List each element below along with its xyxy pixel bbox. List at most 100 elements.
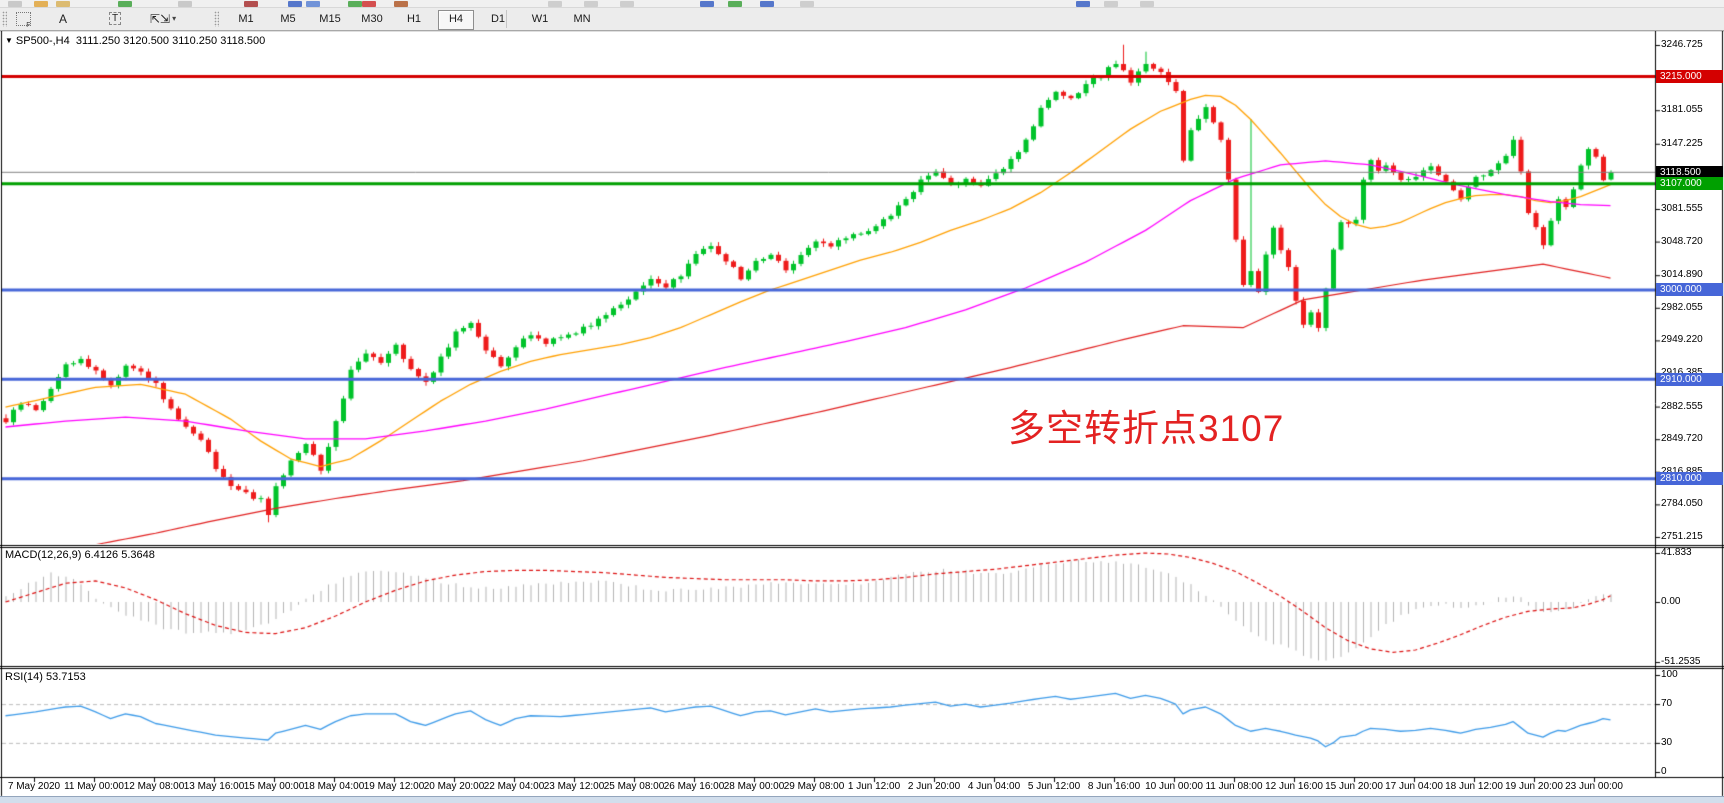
date-label: 11 Jun 08:00	[1205, 781, 1263, 792]
macd-header: MACD(12,26,9) 6.4126 5.3648	[5, 549, 155, 561]
macd-value-signal: 5.3648	[121, 549, 155, 561]
price-tick: 3014.890	[1661, 269, 1703, 281]
price-tick: 2882.555	[1661, 400, 1703, 412]
date-label: 19 Jun 20:00	[1505, 781, 1563, 792]
timeframe-button-mn[interactable]: MN	[573, 13, 591, 25]
grid-f-icon[interactable]: F	[12, 9, 34, 29]
clipped-icon	[1076, 1, 1090, 7]
date-label: 17 Jun 04:00	[1385, 781, 1443, 792]
date-label: 8 Jun 16:00	[1087, 781, 1141, 792]
price-tick: 2849.720	[1661, 433, 1703, 445]
macd-tick: -51.2535	[1661, 656, 1701, 668]
macd-value-main: 6.4126	[84, 549, 119, 561]
date-label: 2 Jun 20:00	[907, 781, 961, 792]
clipped-toolbar-row	[0, 0, 1724, 8]
text-tool-icon[interactable]: T	[104, 9, 126, 28]
chart-dropdown-icon[interactable]: ▼	[5, 36, 13, 45]
price-tick: 3246.725	[1661, 39, 1703, 50]
price-tick: 3147.225	[1661, 137, 1703, 149]
price-tick: 3048.720	[1661, 235, 1703, 247]
ohlc-values: 3111.250 3120.500 3110.250 3118.500	[75, 35, 266, 47]
date-label: 18 Jun 12:00	[1445, 781, 1503, 792]
macd-tick: 0.00	[1661, 596, 1681, 607]
clipped-icon	[8, 1, 22, 7]
date-label: 12 May 08:00	[123, 781, 185, 792]
timeframe-button-m15[interactable]: M15	[319, 13, 341, 25]
clipped-icon	[548, 1, 562, 7]
price-tick: 3181.055	[1661, 104, 1703, 116]
rsi-tick: 30	[1661, 736, 1673, 748]
rsi-label: RSI(14)	[5, 671, 43, 683]
clipped-icon	[56, 1, 70, 7]
price-tick: 2784.050	[1661, 498, 1703, 510]
clipped-icon	[118, 1, 132, 7]
toolbar-drag-handle[interactable]	[2, 11, 7, 27]
clipped-icon	[306, 1, 320, 7]
timeframe-button-m1[interactable]: M1	[238, 13, 254, 25]
arrows-glyph: ⇱⇲	[150, 11, 171, 26]
date-label: 23 Jun 00:00	[1565, 781, 1623, 792]
date-label: 15 Jun 20:00	[1325, 781, 1383, 792]
bid-price-badge: 3118.500	[1656, 165, 1723, 179]
clipped-icon	[362, 1, 376, 7]
macd-label: MACD(12,26,9)	[5, 549, 82, 561]
timeframe-button-h1[interactable]: H1	[406, 13, 422, 25]
rsi-tick: 0	[1661, 766, 1667, 777]
rsi-header: RSI(14) 53.7153	[5, 671, 86, 683]
price-badge: 3107.000	[1656, 177, 1723, 191]
clipped-icon	[348, 1, 362, 7]
price-tick: 2982.055	[1661, 301, 1703, 313]
date-label: 1 Jun 12:00	[847, 781, 901, 792]
date-label: 10 Jun 00:00	[1145, 781, 1203, 792]
chart-title: ▼ SP500-,H4 3111.250 3120.500 3110.250 31…	[5, 35, 265, 47]
date-label: 4 Jun 04:00	[967, 781, 1021, 792]
price-tick: 3081.555	[1661, 202, 1703, 214]
date-label: 5 Jun 12:00	[1027, 781, 1081, 792]
symbol-period-label: SP500-,H4	[15, 35, 70, 47]
clipped-icon	[800, 1, 814, 7]
date-label: 19 May 12:00	[363, 781, 425, 792]
toolbar: F A T ⇱⇲ ▾ M1 M5 M15 M30 H1 H4 D1 W1 MN	[0, 8, 1724, 31]
date-label: 26 May 16:00	[663, 781, 725, 792]
price-tick: 2916.385	[1661, 367, 1703, 378]
grid-f-glyph: F	[15, 11, 31, 29]
timeframe-button-w1[interactable]: W1	[531, 13, 549, 25]
status-strip	[0, 796, 1724, 803]
text-label-tool-icon[interactable]: A	[52, 9, 74, 28]
clipped-icon	[288, 1, 302, 7]
arrow-objects-icon[interactable]: ⇱⇲ ▾	[150, 9, 176, 28]
timeframe-button-d1[interactable]: D1	[490, 13, 506, 25]
clipped-icon	[584, 1, 598, 7]
date-label: 20 May 20:00	[423, 781, 485, 792]
clipped-icon	[620, 1, 634, 7]
timeframe-button-h4[interactable]: H4	[438, 10, 474, 30]
price-badge: 3215.000	[1656, 70, 1723, 83]
toolbar-separator	[506, 10, 507, 28]
rsi-tick: 70	[1661, 698, 1673, 710]
letter-a-glyph: A	[58, 11, 67, 26]
clipped-icon	[728, 1, 742, 7]
price-tick: 2949.220	[1661, 334, 1703, 346]
date-label: 7 May 2020	[7, 781, 61, 792]
price-tick: 2816.885	[1661, 466, 1703, 477]
chevron-down-icon: ▾	[172, 14, 177, 23]
clipped-icon	[1140, 1, 1154, 7]
chart-annotation-text: 多空转折点3107	[1008, 408, 1285, 449]
clipped-icon	[244, 1, 258, 7]
timeframe-button-m30[interactable]: M30	[361, 13, 383, 25]
toolbar-drag-handle[interactable]	[214, 11, 219, 27]
clipped-icon	[1104, 1, 1118, 7]
date-label: 12 Jun 16:00	[1265, 781, 1323, 792]
date-label: 18 May 04:00	[303, 781, 365, 792]
price-tick: 2751.215	[1661, 530, 1703, 542]
date-label: 13 May 16:00	[183, 781, 245, 792]
price-badge: 2810.000	[1656, 472, 1723, 486]
macd-tick: 41.833	[1661, 547, 1692, 558]
timeframe-button-m5[interactable]: M5	[280, 13, 296, 25]
clipped-icon	[760, 1, 774, 7]
clipped-icon	[700, 1, 714, 7]
clipped-icon	[394, 1, 408, 7]
date-label: 11 May 00:00	[64, 781, 124, 792]
